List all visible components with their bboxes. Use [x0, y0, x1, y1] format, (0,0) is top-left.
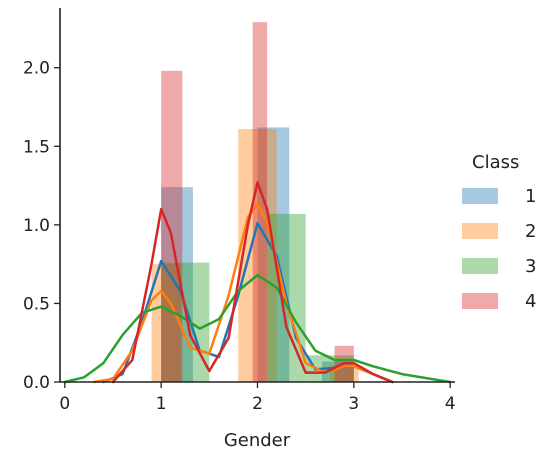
bar-class-2-2 — [238, 129, 277, 382]
y-tick-label: 0.0 — [23, 373, 50, 393]
y-tick-label: 0.5 — [23, 294, 50, 314]
kde-line-class-3 — [63, 273, 452, 384]
kde-line-class-2 — [92, 203, 394, 384]
legend: Class 1 2 3 4 — [462, 152, 536, 312]
kde-curves — [63, 181, 452, 384]
y-tick-label: 1.5 — [23, 137, 50, 157]
legend-label-class-2: 2 — [525, 221, 536, 242]
legend-title: Class — [472, 152, 519, 173]
legend-swatch-class-3 — [462, 258, 498, 274]
legend-swatch-class-2 — [462, 223, 498, 239]
x-tick-label: 4 — [445, 394, 456, 414]
legend-label-class-3: 3 — [525, 256, 536, 277]
x-axis-label: Gender — [224, 430, 291, 451]
legend-swatch-class-4 — [462, 293, 498, 309]
kde-line-class-4 — [111, 181, 394, 384]
bar-class-3-1 — [161, 262, 210, 382]
y-ticks: 0.0 0.5 1.0 1.5 2.0 — [23, 59, 60, 393]
bar-class-4-1 — [161, 70, 183, 382]
x-tick-label: 0 — [59, 394, 70, 414]
bar-class-4-2 — [252, 22, 268, 383]
legend-label-class-1: 1 — [525, 186, 536, 207]
x-tick-label: 1 — [156, 394, 167, 414]
legend-label-class-4: 4 — [525, 291, 536, 312]
x-tick-label: 2 — [252, 394, 263, 414]
x-ticks: 0 1 2 3 4 — [59, 382, 456, 414]
x-tick-label: 3 — [348, 394, 359, 414]
y-tick-label: 1.0 — [23, 216, 50, 236]
legend-swatch-class-1 — [462, 188, 498, 204]
y-tick-label: 2.0 — [23, 59, 50, 79]
